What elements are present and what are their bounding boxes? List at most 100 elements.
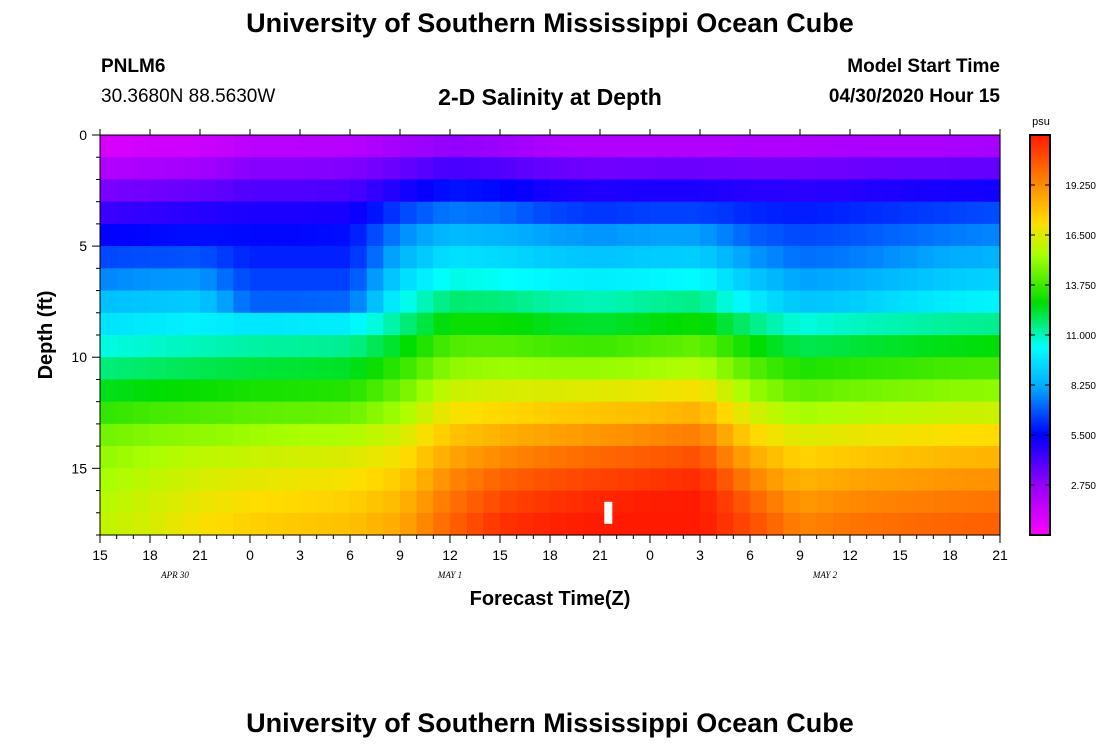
heatmap-cell — [583, 401, 601, 425]
heatmap-cell — [933, 179, 951, 203]
heatmap-cell — [266, 179, 284, 203]
heatmap-cell — [800, 468, 818, 492]
heatmap-cell — [783, 446, 801, 469]
heatmap-cell — [433, 223, 451, 247]
heatmap-cell — [316, 135, 334, 158]
heatmap-cell — [666, 268, 684, 292]
heatmap-cell — [466, 268, 484, 292]
heatmap-cell — [133, 223, 151, 247]
heatmap-cell — [500, 223, 518, 247]
heatmap-cell — [250, 157, 268, 181]
heatmap-cell — [616, 379, 634, 403]
heatmap-cell — [666, 135, 684, 158]
y-axis-label: Depth (ft) — [35, 291, 57, 380]
heatmap-cell — [650, 179, 668, 203]
heatmap-cell — [700, 223, 718, 247]
heatmap-cell — [733, 312, 751, 336]
heatmap-cell — [916, 223, 934, 247]
heatmap-cell — [716, 468, 734, 492]
heatmap-cell — [283, 179, 301, 203]
heatmap-cell — [916, 468, 934, 492]
heatmap-cell — [333, 468, 351, 492]
model-start-value: 04/30/2020 Hour 15 — [828, 86, 1000, 107]
heatmap-cell — [183, 446, 201, 469]
heatmap-cell — [400, 157, 418, 181]
heatmap-cell — [233, 335, 251, 358]
heatmap-cell — [333, 512, 351, 536]
heatmap-cell — [683, 135, 701, 158]
heatmap-cell — [900, 335, 918, 358]
heatmap-cell — [500, 312, 518, 336]
heatmap-cell — [866, 468, 884, 492]
heatmap-cell — [100, 490, 118, 514]
x-tick-label: 21 — [592, 547, 608, 563]
heatmap-cell — [350, 401, 368, 425]
heatmap-cell — [550, 468, 568, 492]
heatmap-cell — [466, 512, 484, 536]
heatmap-cell — [950, 401, 968, 425]
heatmap-cell — [833, 446, 851, 469]
heatmap-cell — [100, 157, 118, 181]
heatmap-cell — [966, 335, 984, 358]
heatmap-cell — [883, 512, 901, 536]
heatmap-cell — [483, 312, 501, 336]
heatmap-cell — [866, 223, 884, 247]
heatmap-cell — [900, 246, 918, 269]
heatmap-cell — [550, 312, 568, 336]
heatmap-cell — [683, 423, 701, 447]
heatmap-cell — [500, 379, 518, 403]
heatmap-cell — [966, 268, 984, 292]
heatmap-cell — [650, 223, 668, 247]
heatmap-cell — [983, 423, 1001, 447]
heatmap-cell — [800, 179, 818, 203]
heatmap-cell — [916, 290, 934, 314]
heatmap-cell — [366, 423, 384, 447]
heatmap-cell — [683, 468, 701, 492]
heatmap-cell — [100, 335, 118, 358]
heatmap-cell — [816, 512, 834, 536]
heatmap-cell — [450, 223, 468, 247]
heatmap-cell — [566, 468, 584, 492]
heatmap-cell — [783, 512, 801, 536]
heatmap-cell — [833, 379, 851, 403]
heatmap-cell — [416, 157, 434, 181]
data-marker — [604, 501, 613, 524]
heatmap-cell — [500, 468, 518, 492]
heatmap-cell — [233, 357, 251, 381]
heatmap-cell — [333, 268, 351, 292]
heatmap-cell — [650, 201, 668, 225]
heatmap-cell — [800, 246, 818, 269]
heatmap-cell — [383, 290, 401, 314]
heatmap-cell — [966, 246, 984, 269]
x-tick-label: 12 — [842, 547, 858, 563]
heatmap-cell — [550, 357, 568, 381]
heatmap-cell — [166, 490, 184, 514]
heatmap-cell — [266, 401, 284, 425]
heatmap-cell — [616, 512, 634, 536]
heatmap-cell — [550, 201, 568, 225]
heatmap-cell — [433, 446, 451, 469]
heatmap-cell — [133, 357, 151, 381]
heatmap-cell — [233, 179, 251, 203]
heatmap-cell — [783, 246, 801, 269]
heatmap-cell — [816, 223, 834, 247]
heatmap-cell — [116, 468, 134, 492]
heatmap-cell — [783, 201, 801, 225]
heatmap-cell — [683, 201, 701, 225]
heatmap-cell — [283, 157, 301, 181]
heatmap-cell — [383, 246, 401, 269]
heatmap-cell — [216, 201, 234, 225]
heatmap-cell — [300, 179, 318, 203]
heatmap-cell — [283, 135, 301, 158]
heatmap-cell — [716, 312, 734, 336]
heatmap-cell — [100, 179, 118, 203]
heatmap-cell — [216, 312, 234, 336]
heatmap-cell — [883, 379, 901, 403]
heatmap-cell — [233, 401, 251, 425]
heatmap-cell — [833, 246, 851, 269]
heatmap-cell — [966, 223, 984, 247]
heatmap-cell — [716, 268, 734, 292]
heatmap-cell — [100, 312, 118, 336]
heatmap-cell — [800, 335, 818, 358]
